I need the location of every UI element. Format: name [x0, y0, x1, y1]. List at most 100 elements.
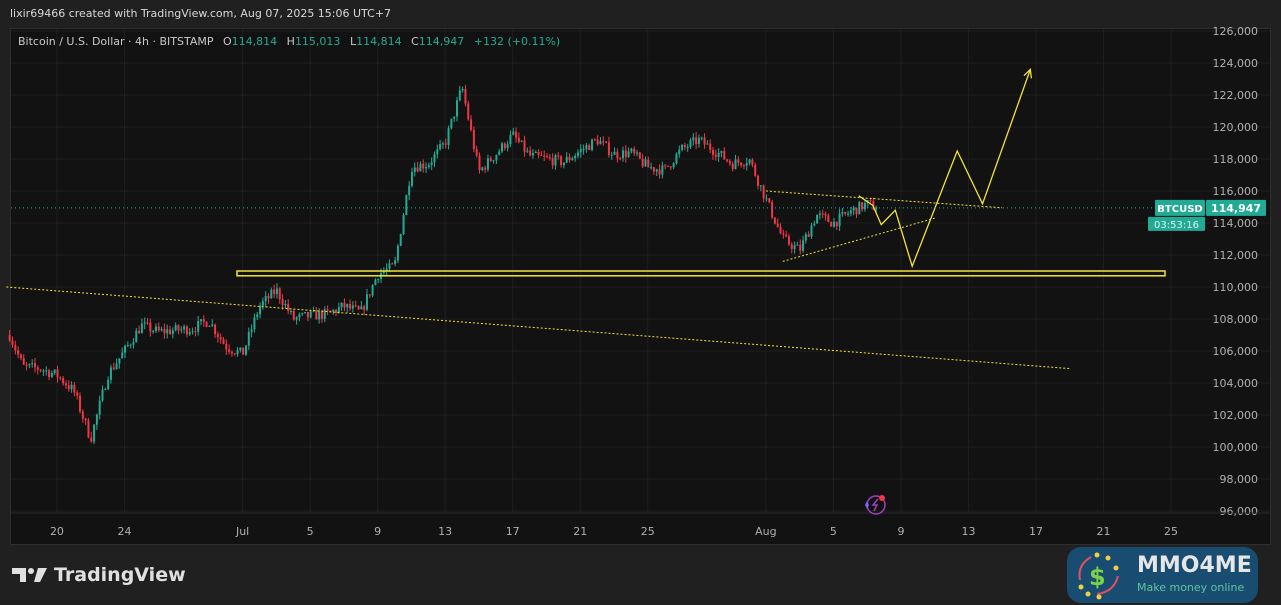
- candle-body: [135, 330, 138, 343]
- candle-body: [607, 142, 610, 156]
- candle-body: [706, 143, 709, 145]
- candle-body: [453, 116, 456, 119]
- candle-body: [211, 324, 214, 326]
- candle-body: [256, 314, 259, 318]
- y-tick-label: 100,000: [1213, 441, 1259, 454]
- candle-body: [194, 331, 197, 333]
- candle-body: [537, 151, 540, 155]
- candle-body: [281, 299, 284, 306]
- ticker-tag: [1155, 199, 1205, 216]
- last-price-text: 114,947: [1211, 202, 1261, 215]
- last-price-tag: [1206, 199, 1266, 216]
- candle-body: [185, 326, 188, 335]
- candle-body: [183, 326, 186, 330]
- candle-body: [79, 395, 82, 412]
- candle-body: [638, 152, 641, 159]
- candle-body: [174, 325, 177, 331]
- candle-body: [180, 329, 183, 331]
- candle-body: [683, 145, 686, 147]
- candle-body: [470, 119, 473, 130]
- tradingview-mark-icon: [12, 568, 47, 582]
- candle-body: [661, 165, 664, 175]
- candle-body: [298, 314, 301, 318]
- candle-body: [717, 153, 720, 157]
- candle-body: [540, 154, 543, 156]
- candle-body: [98, 400, 101, 415]
- candle-body: [824, 213, 827, 216]
- candle-body: [332, 309, 335, 312]
- candle-body: [371, 285, 374, 296]
- candle-body: [244, 345, 247, 355]
- candle-body: [430, 162, 433, 166]
- candle-body: [472, 129, 475, 150]
- candle-body: [169, 329, 172, 335]
- candle-body: [737, 159, 740, 163]
- candle-body: [869, 200, 872, 202]
- candle-body: [779, 226, 782, 234]
- x-tick-label: 5: [307, 525, 314, 538]
- candle-body: [506, 144, 509, 149]
- candle-body: [593, 139, 596, 141]
- candle-body: [129, 344, 132, 346]
- candle-body: [36, 367, 39, 370]
- candle-body: [742, 165, 745, 167]
- x-tick-label: 13: [438, 525, 452, 538]
- candle-body: [757, 175, 760, 186]
- symbol-name[interactable]: Bitcoin / U.S. Dollar · 4h · BITSTAMP: [18, 35, 214, 48]
- candle-body: [329, 310, 332, 312]
- candle-body: [419, 163, 422, 172]
- candle-body: [335, 309, 338, 313]
- candle-body: [520, 140, 523, 142]
- x-tick-label: 25: [641, 525, 655, 538]
- candle-body: [554, 155, 557, 166]
- candle-body: [53, 369, 56, 373]
- candle-body: [436, 149, 439, 155]
- candle-body: [357, 306, 360, 310]
- candle-body: [250, 329, 253, 332]
- candle-body: [304, 312, 307, 314]
- watermark-subtitle: Make money online: [1137, 581, 1245, 594]
- candle-body: [534, 151, 537, 153]
- candle-body: [439, 143, 442, 150]
- tradingview-logo[interactable]: TradingView: [12, 564, 186, 586]
- candle-body: [847, 213, 850, 215]
- candle-body: [326, 309, 329, 311]
- candle-body: [726, 159, 729, 161]
- candle-body: [413, 167, 416, 172]
- candle-body: [785, 234, 788, 237]
- candle-body: [771, 202, 774, 218]
- candle-body: [382, 271, 385, 273]
- x-tick-label: 25: [1164, 525, 1178, 538]
- candle-body: [650, 167, 653, 169]
- candle-body: [292, 310, 295, 320]
- candle-body: [709, 143, 712, 150]
- candle-body: [140, 323, 143, 334]
- candle-body: [11, 340, 14, 345]
- candle-body: [48, 370, 51, 377]
- candle-body: [619, 158, 622, 160]
- high-label: H: [286, 35, 295, 48]
- candle-body: [388, 263, 391, 269]
- candle-body: [475, 149, 478, 156]
- candle-body: [804, 234, 807, 241]
- countdown-text: 03:53:16: [1154, 220, 1199, 231]
- candle-body: [610, 154, 613, 156]
- candle-body: [762, 185, 765, 199]
- mmo4me-watermark: $ MMO4ME Make money online: [1067, 547, 1258, 603]
- candle-body: [678, 149, 681, 154]
- candle-body: [796, 244, 799, 246]
- candle-body: [787, 236, 790, 245]
- candle-body: [669, 166, 672, 168]
- candle-body: [402, 214, 405, 235]
- candle-body: [408, 185, 411, 196]
- y-tick-label: 114,000: [1213, 217, 1259, 230]
- y-tick-label: 98,000: [1220, 473, 1259, 486]
- x-tick-label: 5: [830, 525, 837, 538]
- candle-body: [318, 311, 321, 320]
- candle-body: [790, 244, 793, 249]
- candle-body: [616, 151, 619, 159]
- candle-body: [515, 131, 518, 138]
- candle-body: [368, 294, 371, 296]
- candle-body: [93, 424, 96, 442]
